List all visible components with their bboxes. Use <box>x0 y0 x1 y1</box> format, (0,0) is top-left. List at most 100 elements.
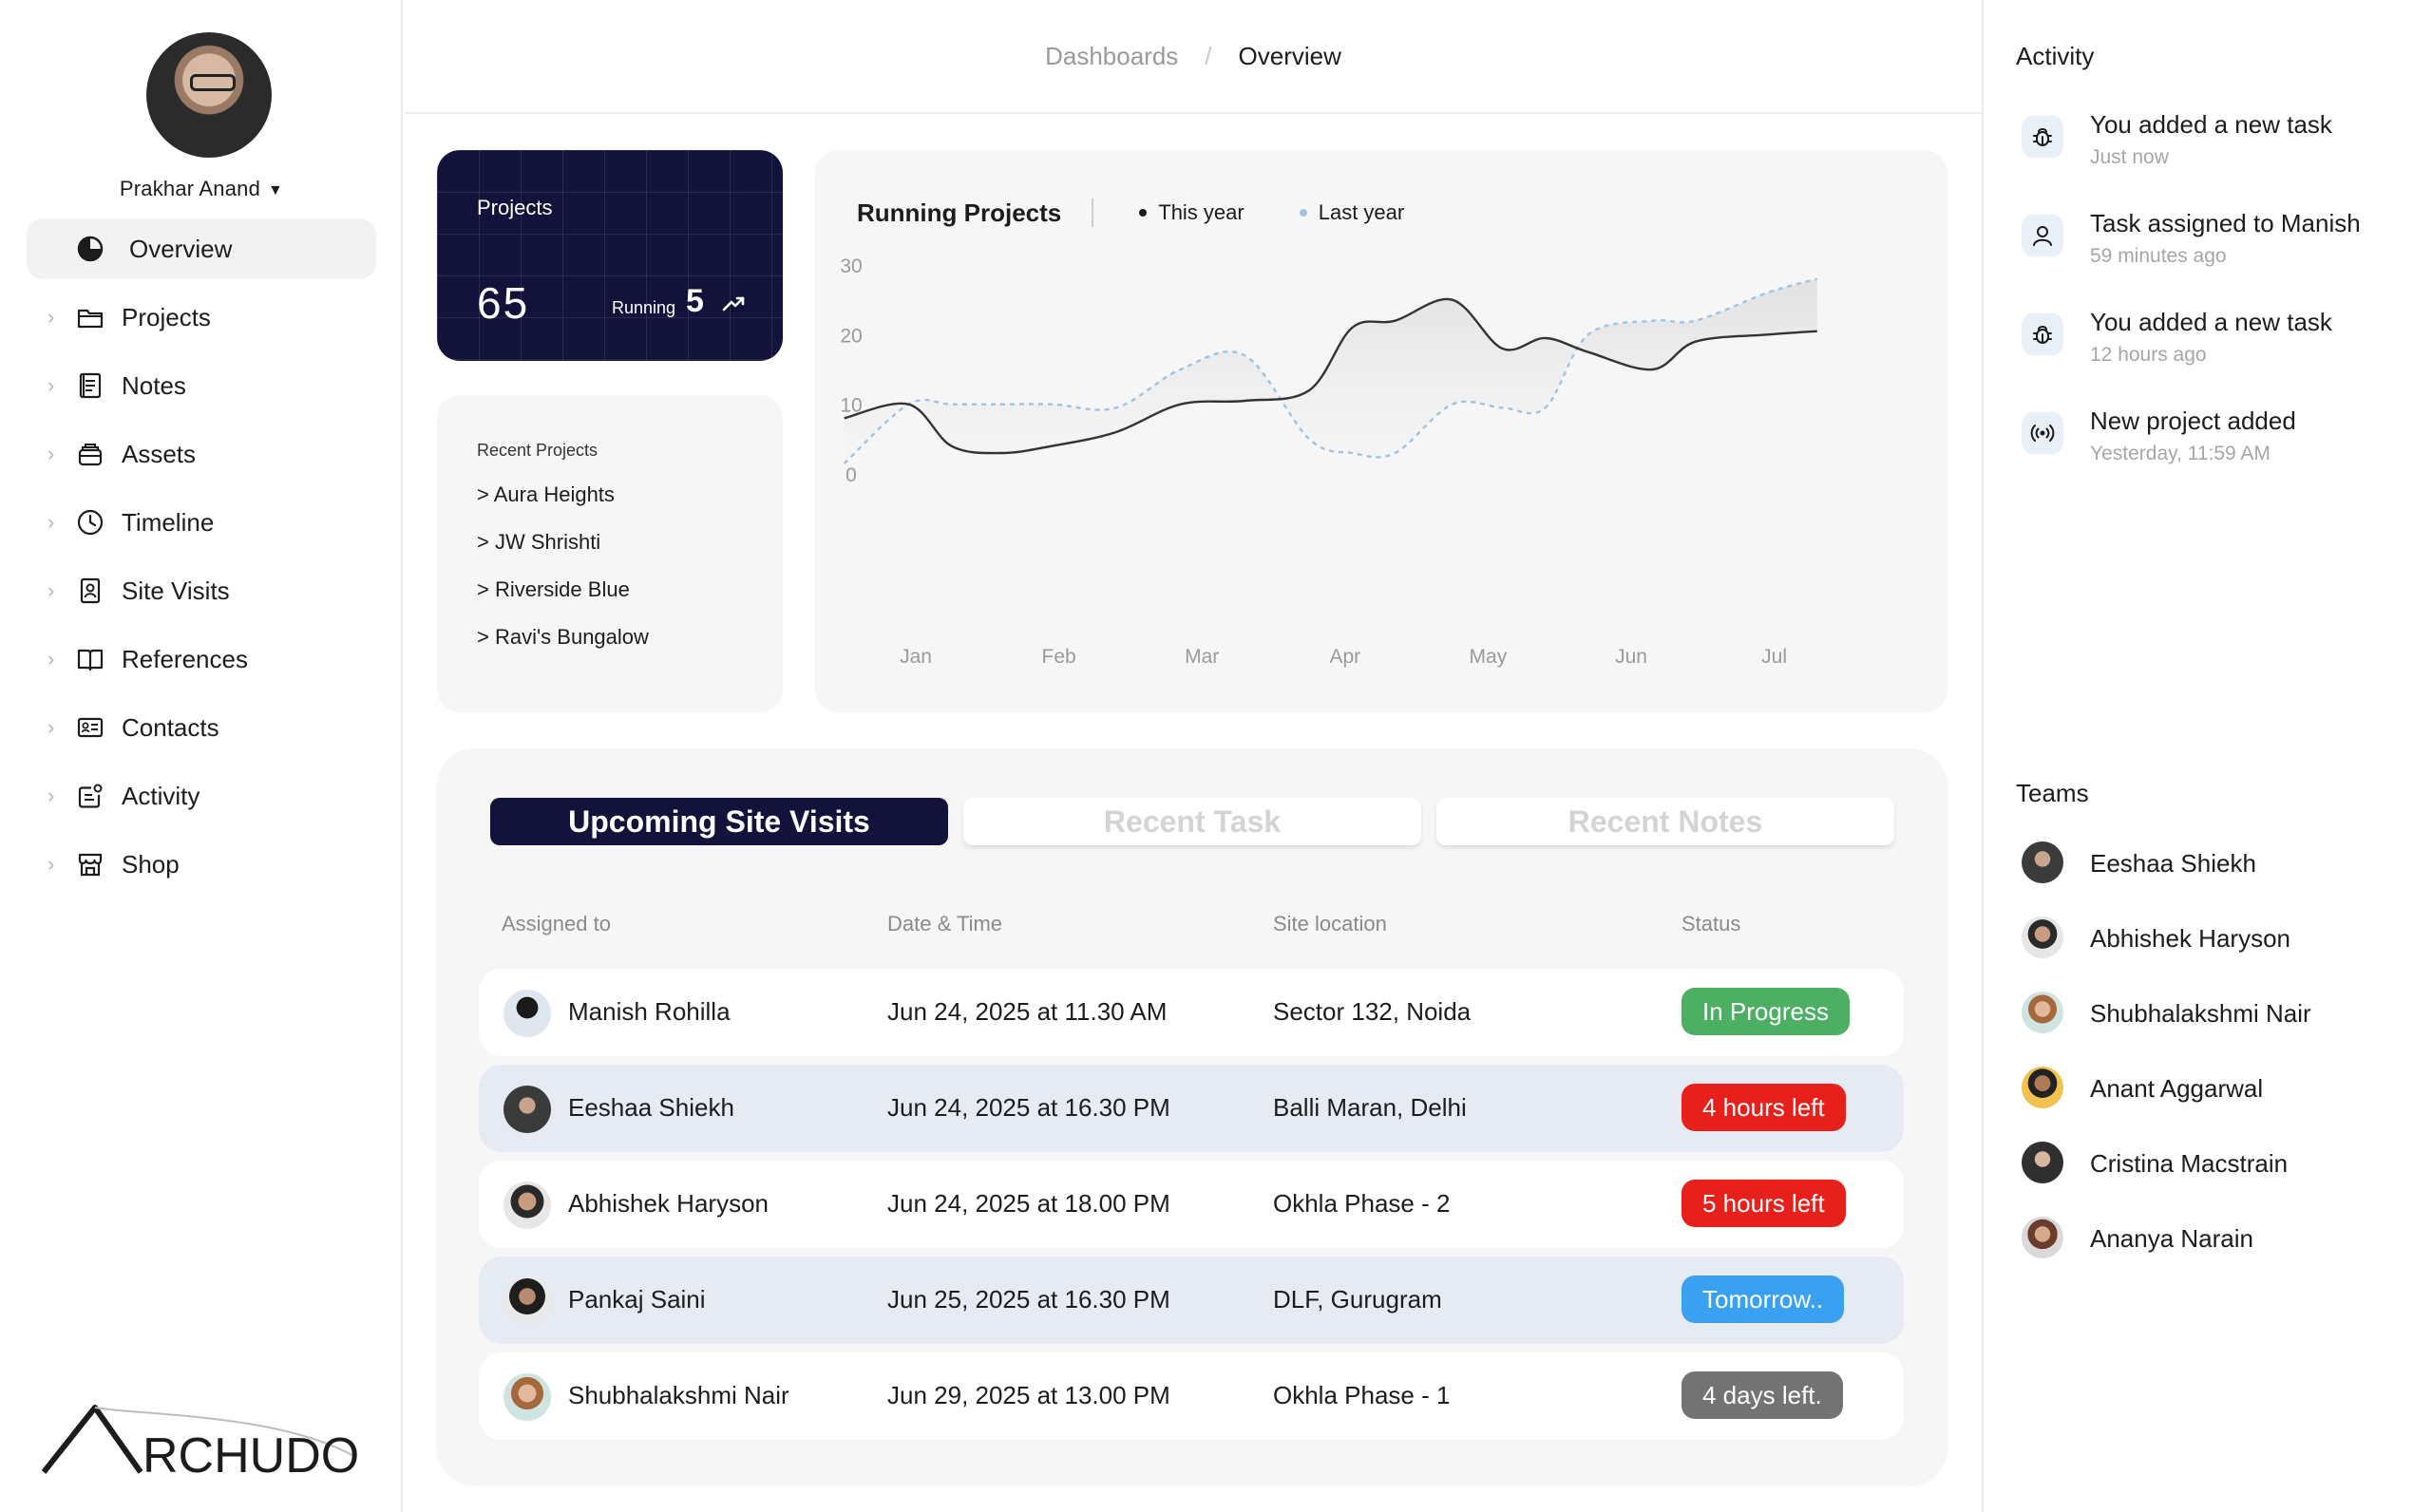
tab-recent-task[interactable]: Recent Task <box>963 798 1421 845</box>
user-menu[interactable]: Prakhar Anand ▼ <box>0 177 403 201</box>
user-icon <box>2022 215 2063 256</box>
team-member-name: Cristina Macstrain <box>2090 1149 2289 1178</box>
brand-logo[interactable]: RCHUDO <box>41 1396 365 1484</box>
column-header-assigned[interactable]: Assigned to <box>502 912 611 936</box>
table-row[interactable]: Pankaj Saini Jun 25, 2025 at 16.30 PM DL… <box>479 1257 1904 1344</box>
table-row[interactable]: Manish Rohilla Jun 24, 2025 at 11.30 AM … <box>479 969 1904 1056</box>
user-avatar[interactable] <box>146 32 272 158</box>
chevron-down-icon[interactable]: ▼ <box>268 182 284 198</box>
sidebar-item-timeline[interactable]: › Timeline <box>27 492 376 553</box>
avatar <box>504 990 551 1037</box>
bug-icon <box>2022 313 2063 355</box>
sidebar: Prakhar Anand ▼ Overview › Projects › Not… <box>0 0 403 1512</box>
site-location: Balli Maran, Delhi <box>1273 1093 1467 1122</box>
user-name: Prakhar Anand <box>119 177 261 200</box>
recent-project-item[interactable]: > JW Shrishti <box>477 530 601 554</box>
site-visits-panel: Upcoming Site Visits Recent Task Recent … <box>437 748 1948 1484</box>
avatar <box>2022 992 2063 1033</box>
chevron-right-icon[interactable]: › <box>48 784 55 807</box>
team-member[interactable]: Ananya Narain <box>2022 1215 2421 1262</box>
avatar <box>2022 1217 2063 1258</box>
assignee-name: Eeshaa Shiekh <box>568 1093 734 1122</box>
x-tick-label: Jun <box>1615 646 1647 668</box>
column-header-status[interactable]: Status <box>1682 912 1741 936</box>
avatar <box>2022 1067 2063 1108</box>
breadcrumb-parent[interactable]: Dashboards <box>1045 42 1179 70</box>
recent-projects-title: Recent Projects <box>477 441 598 460</box>
recent-projects-card: Recent Projects > Aura Heights > JW Shri… <box>437 395 783 712</box>
x-tick-label: Jan <box>900 646 932 668</box>
chevron-right-icon[interactable]: › <box>48 715 55 739</box>
sidebar-item-activity[interactable]: › Activity <box>27 765 376 826</box>
activity-item-title: You added a new task <box>2090 308 2332 336</box>
team-member[interactable]: Shubhalakshmi Nair <box>2022 990 2421 1037</box>
contact-card-icon <box>76 713 104 742</box>
assignee-name: Shubhalakshmi Nair <box>568 1381 789 1409</box>
chevron-right-icon[interactable]: › <box>48 852 55 876</box>
sidebar-item-label: References <box>122 644 248 673</box>
chevron-right-icon[interactable]: › <box>48 305 55 329</box>
breadcrumb: Dashboards / Overview <box>405 42 1982 71</box>
table-row[interactable]: Eeshaa Shiekh Jun 24, 2025 at 16.30 PM B… <box>479 1065 1904 1152</box>
pie-chart-icon <box>76 235 104 263</box>
sidebar-item-assets[interactable]: › Assets <box>27 424 376 484</box>
activity-item-time: Just now <box>2090 146 2169 168</box>
projects-summary-card[interactable]: Projects 65 Running 5 <box>437 150 783 361</box>
recent-project-item[interactable]: > Riverside Blue <box>477 577 630 601</box>
activity-item[interactable]: You added a new task Just now <box>2022 108 2421 184</box>
sidebar-item-overview[interactable]: Overview <box>27 218 376 279</box>
site-location: Sector 132, Noida <box>1273 997 1472 1026</box>
sidebar-item-references[interactable]: › References <box>27 629 376 690</box>
x-tick-label: May <box>1470 646 1508 668</box>
sidebar-item-contacts[interactable]: › Contacts <box>27 697 376 758</box>
chevron-right-icon[interactable]: › <box>48 442 55 465</box>
activity-title: Activity <box>2016 42 2095 70</box>
chevron-right-icon[interactable]: › <box>48 373 55 397</box>
x-tick-label: Feb <box>1042 646 1076 668</box>
table-row[interactable]: Shubhalakshmi Nair Jun 29, 2025 at 13.00… <box>479 1352 1904 1440</box>
bug-icon <box>2022 116 2063 158</box>
activity-item[interactable]: You added a new task 12 hours ago <box>2022 306 2421 382</box>
sidebar-item-shop[interactable]: › Shop <box>27 834 376 895</box>
chevron-right-icon[interactable]: › <box>48 510 55 534</box>
x-tick-label: Mar <box>1185 646 1219 668</box>
sidebar-item-label: Shop <box>122 849 180 879</box>
legend-this-year[interactable]: This year <box>1139 200 1244 225</box>
assignee-name: Pankaj Saini <box>568 1285 706 1314</box>
column-header-location[interactable]: Site location <box>1273 912 1387 936</box>
recent-project-item[interactable]: > Ravi's Bungalow <box>477 625 649 649</box>
assets-icon <box>76 440 104 468</box>
visit-datetime: Jun 24, 2025 at 11.30 AM <box>887 997 1168 1026</box>
site-location: Okhla Phase - 1 <box>1273 1381 1451 1409</box>
team-member-name: Shubhalakshmi Nair <box>2090 999 2311 1028</box>
legend-last-year[interactable]: Last year <box>1299 200 1404 225</box>
tab-upcoming-site-visits[interactable]: Upcoming Site Visits <box>490 798 948 845</box>
activity-item[interactable]: Task assigned to Manish 59 minutes ago <box>2022 207 2421 283</box>
activity-item[interactable]: New project added Yesterday, 11:59 AM <box>2022 405 2421 481</box>
column-header-datetime[interactable]: Date & Time <box>887 912 1003 936</box>
team-member[interactable]: Cristina Macstrain <box>2022 1140 2421 1187</box>
avatar <box>2022 1142 2063 1183</box>
table-row[interactable]: Abhishek Haryson Jun 24, 2025 at 18.00 P… <box>479 1161 1904 1248</box>
activity-item-title: New project added <box>2090 406 2296 435</box>
team-member[interactable]: Abhishek Haryson <box>2022 915 2421 962</box>
chevron-right-icon[interactable]: › <box>48 647 55 671</box>
activity-item-time: 59 minutes ago <box>2090 245 2227 267</box>
tab-recent-notes[interactable]: Recent Notes <box>1436 798 1894 845</box>
chevron-right-icon[interactable]: › <box>48 578 55 602</box>
avatar <box>504 1277 551 1325</box>
projects-count: 65 <box>477 278 530 328</box>
y-tick-label: 30 <box>840 255 862 277</box>
recent-project-item[interactable]: > Aura Heights <box>477 482 615 506</box>
sidebar-item-notes[interactable]: › Notes <box>27 355 376 416</box>
team-member[interactable]: Anant Aggarwal <box>2022 1065 2421 1112</box>
table-body: Manish Rohilla Jun 24, 2025 at 11.30 AM … <box>479 969 1904 1448</box>
sidebar-item-label: Assets <box>122 439 197 468</box>
sidebar-item-label: Site Visits <box>122 576 230 605</box>
sidebar-item-site-visits[interactable]: › Site Visits <box>27 560 376 621</box>
projects-card-title: Projects <box>477 196 553 219</box>
avatar <box>504 1086 551 1133</box>
site-location: Okhla Phase - 2 <box>1273 1189 1451 1218</box>
sidebar-item-projects[interactable]: › Projects <box>27 287 376 348</box>
team-member[interactable]: Eeshaa Shiekh <box>2022 840 2421 887</box>
